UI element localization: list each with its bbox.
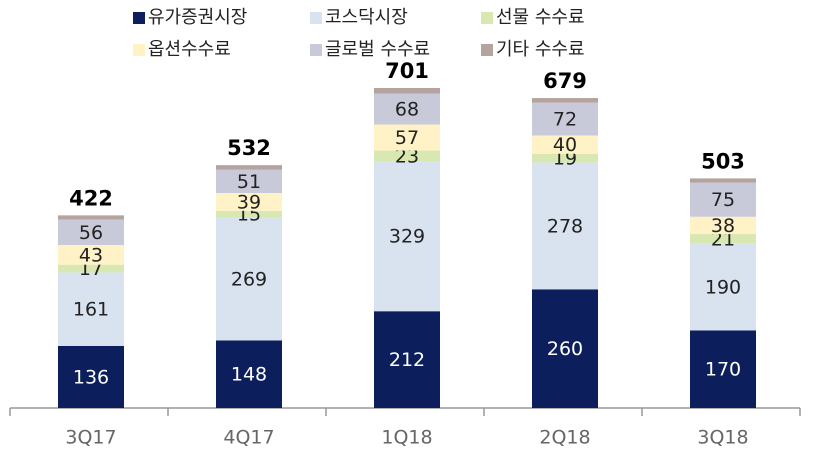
bar-segment xyxy=(532,135,598,154)
bar-segment xyxy=(532,153,598,163)
bar-segment xyxy=(690,234,756,244)
data-label: 75 xyxy=(711,189,735,211)
data-label: 57 xyxy=(395,127,419,149)
data-label: 212 xyxy=(389,349,425,371)
data-label: 72 xyxy=(553,109,577,131)
data-label: 260 xyxy=(547,338,583,360)
data-label: 148 xyxy=(231,364,267,386)
bar-segment xyxy=(374,93,440,125)
bar-segment xyxy=(690,243,756,331)
bar-segment xyxy=(532,162,598,290)
bar-segment xyxy=(216,217,282,341)
bar-segment xyxy=(374,311,440,408)
bar-segment xyxy=(690,182,756,217)
bar-segment xyxy=(216,340,282,408)
x-tick-label: 3Q17 xyxy=(65,427,116,449)
bar-segment xyxy=(532,289,598,408)
bar-segment xyxy=(58,215,124,220)
bar-segment xyxy=(374,124,440,151)
bar-segment xyxy=(58,345,124,408)
legend-swatch xyxy=(310,12,322,24)
x-tick-label: 2Q18 xyxy=(539,427,590,449)
total-label: 701 xyxy=(385,59,429,83)
legend-label: 글로벌 수수료 xyxy=(325,39,430,60)
legend-label: 코스닥시장 xyxy=(325,7,408,28)
bar-segment xyxy=(216,169,282,193)
total-label: 422 xyxy=(69,186,113,210)
legend-label: 선물 수수료 xyxy=(496,7,585,28)
data-label: 43 xyxy=(79,244,103,266)
bar-segment xyxy=(216,210,282,218)
data-label: 68 xyxy=(395,98,419,120)
data-label: 329 xyxy=(389,226,425,248)
data-label: 38 xyxy=(711,215,735,237)
legend-label: 기타 수수료 xyxy=(496,39,585,60)
legend-label: 유가증권시장 xyxy=(148,7,247,28)
bar-segment xyxy=(374,150,440,162)
data-label: 56 xyxy=(79,222,103,244)
data-label: 40 xyxy=(553,134,577,156)
data-label: 51 xyxy=(237,171,261,193)
total-label: 679 xyxy=(543,69,587,93)
data-label: 23 xyxy=(395,145,419,167)
bar-segment xyxy=(58,272,124,346)
x-tick-label: 3Q18 xyxy=(697,427,748,449)
bar-segment xyxy=(690,216,756,235)
data-label: 39 xyxy=(237,191,261,213)
legend-swatch xyxy=(310,44,322,56)
data-label: 269 xyxy=(231,269,267,291)
total-label: 532 xyxy=(227,136,271,160)
data-label: 190 xyxy=(705,277,741,299)
bar-segment xyxy=(58,219,124,246)
bar-segment xyxy=(58,264,124,273)
x-tick-label: 4Q17 xyxy=(223,427,274,449)
legend-swatch xyxy=(133,44,145,56)
bar-segment xyxy=(690,330,756,408)
data-label: 278 xyxy=(547,215,583,237)
bar-segment xyxy=(216,165,282,170)
bar-segment xyxy=(216,192,282,211)
bar-segment xyxy=(532,102,598,136)
bar-segment xyxy=(532,98,598,103)
bar-segment xyxy=(374,161,440,312)
total-label: 503 xyxy=(701,149,745,173)
bar-segment xyxy=(690,178,756,183)
data-label: 170 xyxy=(705,359,741,381)
legend-swatch xyxy=(481,12,493,24)
data-label: 161 xyxy=(73,299,109,321)
legend-label: 옵션수수료 xyxy=(148,39,231,60)
bar-segment xyxy=(374,88,440,94)
legend-swatch xyxy=(481,44,493,56)
data-label: 136 xyxy=(73,366,109,388)
legend-swatch xyxy=(133,12,145,24)
bar-segment xyxy=(58,245,124,265)
x-tick-label: 1Q18 xyxy=(381,427,432,449)
